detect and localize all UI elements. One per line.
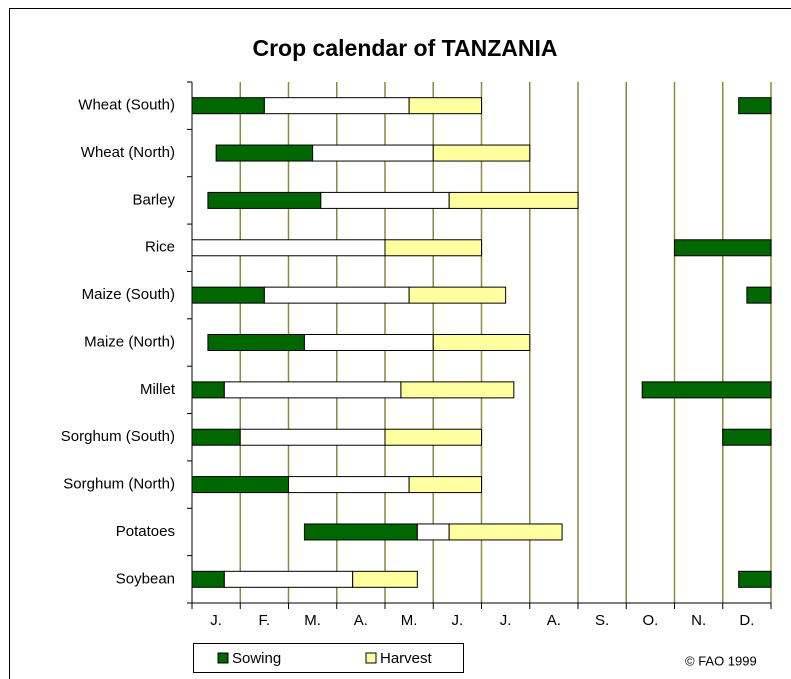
bar: [312, 144, 434, 162]
bar: [674, 239, 772, 257]
y-tick-label: Barley: [132, 191, 175, 208]
month-label: S.: [595, 612, 609, 629]
bar: [215, 144, 314, 162]
bar: [207, 191, 322, 209]
month-label: A.: [354, 612, 368, 629]
y-tick-label: Maize (North): [84, 333, 175, 350]
month-label: N.: [691, 612, 706, 629]
bar: [641, 381, 772, 399]
bar: [191, 286, 265, 304]
bar: [408, 286, 507, 304]
y-tick-label: Potatoes: [116, 523, 175, 540]
bar: [191, 97, 265, 115]
y-tick-label: Sorghum (North): [63, 476, 175, 493]
bar: [738, 570, 772, 588]
month-label: D.: [739, 612, 754, 629]
bar: [722, 428, 772, 446]
bar: [320, 191, 450, 209]
bar: [303, 523, 418, 541]
y-tick-label: Wheat (South): [78, 97, 175, 114]
y-tick-label: Wheat (North): [81, 144, 175, 161]
month-label: M.: [401, 612, 418, 629]
bar: [400, 381, 515, 399]
bar: [432, 334, 531, 351]
bar: [191, 476, 289, 494]
bar: [191, 428, 241, 446]
frame: [9, 8, 791, 679]
bar: [191, 239, 386, 257]
bar: [223, 570, 354, 588]
bar: [448, 523, 563, 541]
bar: [408, 476, 482, 494]
bar: [432, 144, 531, 162]
bar: [408, 97, 482, 115]
month-label: A.: [547, 612, 561, 629]
y-tick-label: Millet: [140, 381, 176, 398]
month-label: J.: [500, 612, 512, 629]
legend-swatch: [217, 652, 229, 664]
month-label: J.: [210, 612, 222, 629]
bar: [352, 570, 418, 588]
legend-label: Harvest: [380, 650, 433, 667]
legend-swatch: [365, 652, 377, 664]
bar: [416, 523, 450, 541]
month-label: O.: [642, 612, 658, 629]
bar: [384, 428, 482, 446]
chart-title: Crop calendar of TANZANIA: [253, 35, 558, 61]
bar: [239, 428, 386, 446]
bar: [223, 381, 402, 399]
bar: [746, 286, 772, 304]
bar: [207, 334, 305, 351]
note: © FAO 1999: [685, 653, 757, 668]
y-tick-label: Rice: [145, 239, 175, 256]
month-label: J.: [452, 612, 464, 629]
bar: [303, 334, 434, 351]
legend-box: [193, 643, 464, 673]
bar: [263, 286, 410, 304]
y-tick-label: Sorghum (South): [61, 428, 175, 445]
month-label: M.: [304, 612, 321, 629]
bar: [738, 97, 772, 115]
legend-label: Sowing: [232, 650, 281, 667]
bar: [384, 239, 482, 257]
bar: [191, 570, 225, 588]
bar: [288, 476, 410, 494]
bar: [191, 381, 225, 399]
month-label: F.: [259, 612, 271, 629]
y-tick-label: Soybean: [116, 570, 175, 587]
bar: [263, 97, 410, 115]
y-tick-label: Maize (South): [82, 286, 175, 303]
bar: [448, 191, 579, 209]
